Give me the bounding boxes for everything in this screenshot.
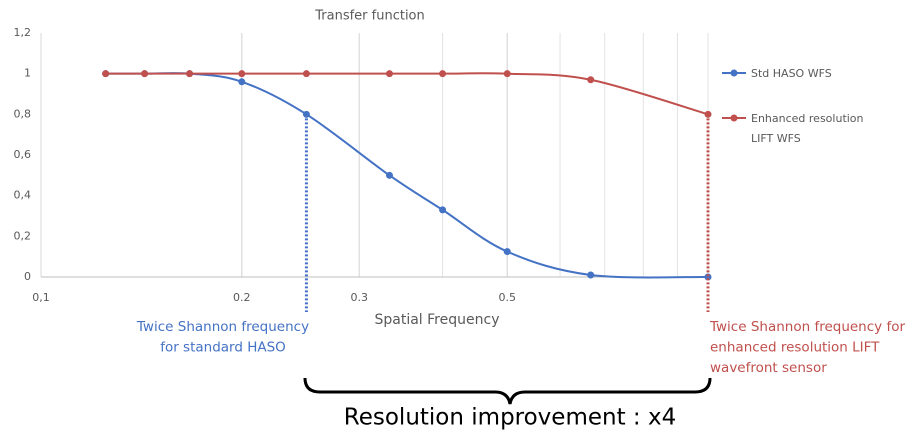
annotation-text: Twice Shannon frequency: [136, 319, 309, 335]
data-point: [439, 206, 447, 214]
data-point: [238, 70, 246, 78]
data-point: [141, 70, 149, 78]
legend-swatch-dot: [730, 69, 738, 77]
data-point: [503, 248, 511, 256]
annotation-text: wavefront sensor: [710, 360, 827, 376]
chart-title: Transfer function: [314, 9, 425, 24]
footer: Resolution improvement : x4: [344, 405, 676, 431]
x-tick-label: 0.2: [233, 291, 251, 304]
y-tick-label: 0: [24, 270, 31, 283]
y-tick-label: 1: [24, 67, 31, 80]
data-point: [587, 271, 595, 279]
data-point: [385, 171, 393, 179]
data-point: [238, 78, 246, 86]
data-point: [503, 70, 511, 78]
legend-label: Std HASO WFS: [751, 67, 832, 80]
y-tick-label: 1,2: [14, 26, 32, 39]
series-line: [105, 72, 709, 279]
legend-entry: Enhanced resolution LIFT WFS: [751, 112, 864, 145]
y-tick-label: 0,4: [14, 189, 32, 202]
data-point: [385, 70, 393, 78]
x-tick-label: 0.3: [350, 291, 368, 304]
series-line: [105, 72, 709, 116]
data-point: [302, 70, 310, 78]
legend-swatch-dot: [730, 114, 738, 122]
annotation-text: Twice Shannon frequency for: [709, 319, 905, 335]
y-tick-label: 0,2: [14, 229, 32, 242]
x-tick-label: 0,1: [32, 291, 50, 304]
data-point: [704, 273, 712, 281]
y-tick-label: 0,6: [14, 148, 32, 161]
annotation-text: for standard HASO: [160, 340, 286, 356]
annotation-text: enhanced resolution LIFT: [710, 340, 880, 356]
data-point: [587, 76, 595, 84]
data-point: [186, 70, 194, 78]
brace: [303, 377, 712, 405]
data-point: [439, 70, 447, 78]
x-axis-label: Spatial Frequency: [375, 312, 500, 328]
x-tick-label: 0.5: [498, 291, 516, 304]
y-tick-label: 0,8: [14, 107, 32, 120]
legend-label: Enhanced resolution LIFT WFS: [751, 112, 864, 145]
data-point: [102, 70, 110, 78]
legend-entry: Std HASO WFS: [751, 67, 832, 80]
